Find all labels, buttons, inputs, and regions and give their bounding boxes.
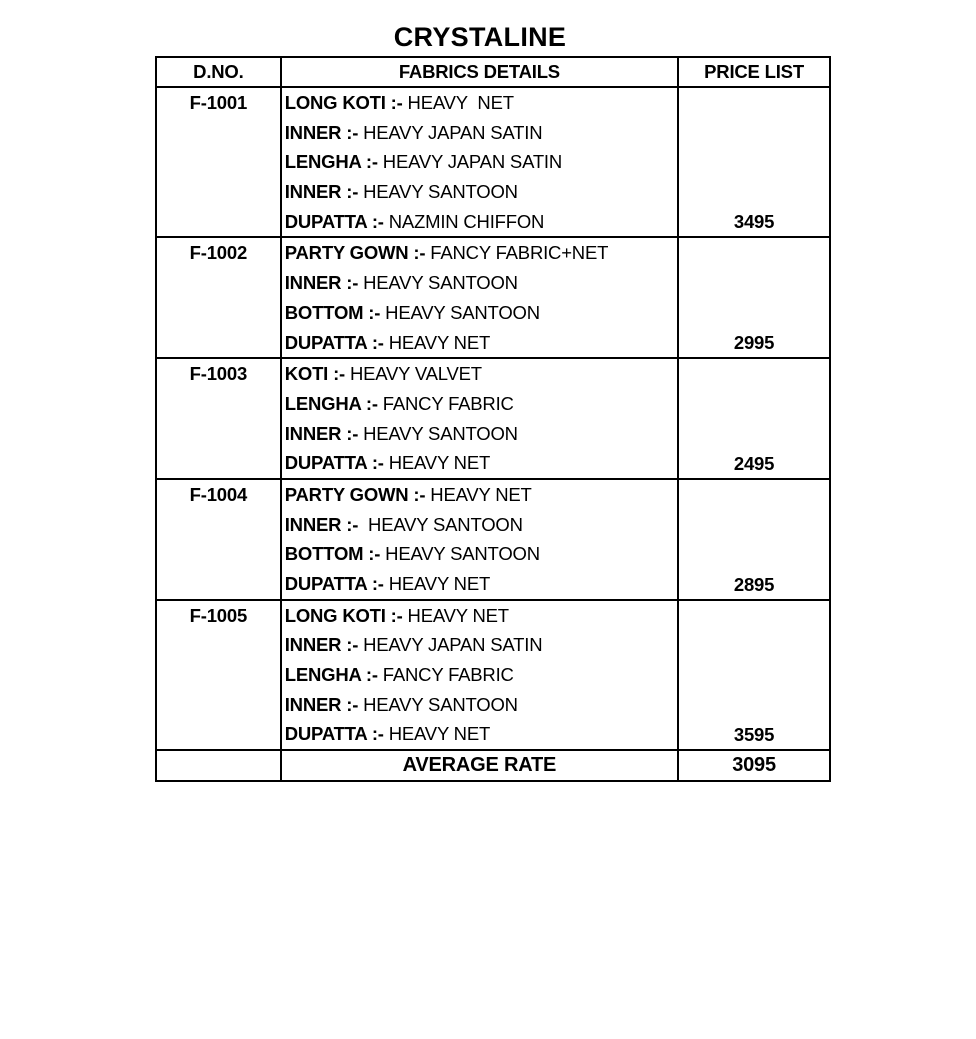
fabric-part-value: HEAVY NET <box>388 723 491 745</box>
price: 3595 <box>677 598 831 752</box>
fabric-detail-line: INNER :- HEAVY JAPAN SATIN <box>282 630 677 660</box>
fabric-part-label: INNER :- <box>284 693 359 715</box>
document-title: CRYSTALINE <box>393 22 567 52</box>
fabric-part-value: HEAVY NET <box>388 573 491 594</box>
price: 2495 <box>677 357 831 480</box>
fabric-details: LONG KOTI :- HEAVY NET INNER :- HEAVY JAP… <box>279 85 680 239</box>
fabric-detail-line: LONG KOTI :- HEAVY NET <box>282 601 677 631</box>
fabric-detail-line: DUPATTA :- HEAVY NET <box>282 719 677 749</box>
price: 2895 <box>677 477 831 601</box>
fabric-detail-line: LENGHA :- FANCY FABRIC <box>282 660 677 690</box>
fabric-detail-line: LENGHA :- HEAVY JAPAN SATIN <box>282 147 677 177</box>
fabric-detail-line: INNER :- HEAVY JAPAN SATIN <box>282 118 677 148</box>
fabric-part-label: INNER :- <box>284 181 359 203</box>
fabric-part-value: FANCY FABRIC <box>382 392 514 414</box>
fabric-part-label: LENGHA :- <box>284 151 378 173</box>
design-row: F-1001 LONG KOTI :- HEAVY NET INNER :- HEA… <box>155 85 831 239</box>
design-number: F-1003 <box>155 357 282 480</box>
fabric-part-label: INNER :- <box>284 634 359 656</box>
design-row: F-1005 LONG KOTI :- HEAVY NET INNER :- HEA… <box>155 598 831 752</box>
fabric-part-label: PARTY GOWN :- <box>284 242 426 264</box>
design-row: F-1004 PARTY GOWN :- HEAVY NET INNER :- HE… <box>155 477 831 601</box>
fabric-part-value: NAZMIN CHIFFON <box>388 210 545 232</box>
fabric-part-label: DUPATTA :- <box>284 723 384 745</box>
fabric-part-label: LONG KOTI :- <box>284 92 403 113</box>
fabric-part-label: INNER :- <box>284 513 359 535</box>
average-row: AVERAGE RATE 3095 <box>155 749 831 783</box>
fabric-detail-line: INNER :- HEAVY SANTOON <box>282 690 677 720</box>
fabric-detail-line: BOTTOM :- HEAVY SANTOON <box>282 539 677 569</box>
fabric-part-value: HEAVY NET <box>407 604 510 626</box>
fabric-part-label: PARTY GOWN :- <box>284 483 426 505</box>
design-number: F-1002 <box>155 236 282 360</box>
design-row: F-1002 PARTY GOWN :- FANCY FABRIC+NET INNE… <box>155 236 831 360</box>
fabric-details: KOTI :- HEAVY VALVET LENGHA :- FANCY FABR… <box>279 357 680 480</box>
fabric-part-label: LENGHA :- <box>284 664 378 686</box>
fabric-part-label: DUPATTA :- <box>284 573 384 594</box>
fabric-part-value: HEAVY JAPAN SATIN <box>363 634 543 656</box>
fabric-part-value: HEAVY SANTOON <box>363 513 523 535</box>
fabric-part-value: HEAVY NET <box>430 483 532 505</box>
fabric-part-value: HEAVY NET <box>388 331 491 353</box>
price: 2995 <box>677 236 831 360</box>
fabric-detail-line: PARTY GOWN :- FANCY FABRIC+NET <box>282 238 677 268</box>
fabric-part-label: BOTTOM :- <box>284 301 381 323</box>
fabric-detail-line: INNER :- HEAVY SANTOON <box>282 268 677 298</box>
fabric-part-label: KOTI :- <box>284 363 345 385</box>
fabric-part-value: HEAVY SANTOON <box>385 543 540 565</box>
fabric-detail-line: DUPATTA :- HEAVY NET <box>282 569 677 599</box>
fabric-part-label: DUPATTA :- <box>284 210 384 232</box>
fabric-part-label: DUPATTA :- <box>284 331 384 353</box>
fabric-part-value: FANCY FABRIC+NET <box>430 242 609 264</box>
fabric-part-value: HEAVY NET <box>407 92 514 113</box>
fabric-part-value: FANCY FABRIC <box>382 664 514 686</box>
fabric-detail-line: DUPATTA :- HEAVY NET <box>282 448 677 478</box>
average-value: 3095 <box>677 749 831 783</box>
fabric-part-value: HEAVY SANTOON <box>363 693 518 715</box>
fabric-part-value: HEAVY JAPAN SATIN <box>363 121 543 143</box>
fabric-part-label: DUPATTA :- <box>284 452 384 474</box>
fabric-detail-line: LONG KOTI :- HEAVY NET <box>282 88 677 118</box>
price-list-table: D.NO. FABRICS DETAILS PRICE LIST F-1001 L… <box>155 56 831 783</box>
fabric-detail-line: INNER :- HEAVY SANTOON <box>282 419 677 449</box>
fabric-part-label: LONG KOTI :- <box>284 604 403 626</box>
fabric-part-label: INNER :- <box>284 121 359 143</box>
fabric-part-value: HEAVY NET <box>388 452 491 474</box>
fabric-detail-line: BOTTOM :- HEAVY SANTOON <box>282 298 677 328</box>
fabric-part-label: LENGHA :- <box>284 392 378 414</box>
fabric-details: LONG KOTI :- HEAVY NET INNER :- HEAVY JAP… <box>279 598 680 752</box>
fabric-part-label: BOTTOM :- <box>284 543 381 565</box>
fabric-detail-line: PARTY GOWN :- HEAVY NET <box>282 480 677 510</box>
fabric-details: PARTY GOWN :- FANCY FABRIC+NET INNER :- H… <box>279 236 680 360</box>
fabric-part-value: HEAVY VALVET <box>349 363 482 385</box>
price: 3495 <box>677 85 831 239</box>
fabric-part-label: INNER :- <box>284 422 359 444</box>
fabric-detail-line: DUPATTA :- NAZMIN CHIFFON <box>282 207 677 237</box>
design-number: F-1004 <box>155 477 282 601</box>
fabric-part-label: INNER :- <box>284 272 359 294</box>
average-label: AVERAGE RATE <box>279 749 680 783</box>
fabric-part-value: HEAVY SANTOON <box>385 301 540 323</box>
fabric-detail-line: LENGHA :- FANCY FABRIC <box>282 389 677 419</box>
header-row: D.NO. FABRICS DETAILS PRICE LIST <box>155 56 831 88</box>
header-fabrics: FABRICS DETAILS <box>279 56 680 88</box>
header-price: PRICE LIST <box>677 56 831 88</box>
fabric-detail-line: DUPATTA :- HEAVY NET <box>282 328 677 358</box>
design-number: F-1005 <box>155 598 282 752</box>
fabric-details: PARTY GOWN :- HEAVY NET INNER :- HEAVY SA… <box>279 477 680 601</box>
fabric-part-value: HEAVY JAPAN SATIN <box>382 151 563 173</box>
fabric-part-value: HEAVY SANTOON <box>363 272 518 294</box>
fabric-detail-line: KOTI :- HEAVY VALVET <box>282 359 677 389</box>
fabric-part-value: HEAVY SANTOON <box>363 181 518 203</box>
design-number: F-1001 <box>155 85 282 239</box>
average-empty-cell <box>155 749 282 783</box>
header-dno: D.NO. <box>155 56 282 88</box>
fabric-detail-line: INNER :- HEAVY SANTOON <box>282 177 677 207</box>
design-row: F-1003 KOTI :- HEAVY VALVET LENGHA :- FANC… <box>155 357 831 480</box>
fabric-detail-line: INNER :- HEAVY SANTOON <box>282 510 677 540</box>
fabric-part-value: HEAVY SANTOON <box>363 422 518 444</box>
